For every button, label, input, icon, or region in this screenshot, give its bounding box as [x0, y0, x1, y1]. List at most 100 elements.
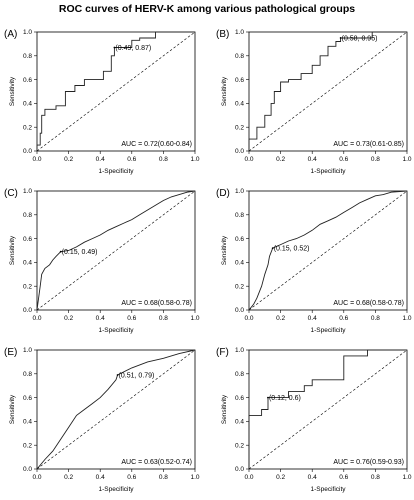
x-axis-label: 1-Specificity: [310, 486, 346, 493]
plot-frame: [36, 349, 196, 470]
panel-label: (B): [216, 29, 229, 40]
y-tick-label: 0.2: [235, 283, 244, 290]
x-tick-label: 0.8: [371, 474, 380, 481]
y-tick-label: 1.0: [235, 29, 244, 36]
x-tick-label: 1.0: [190, 315, 199, 322]
x-tick-label: 0.8: [159, 156, 168, 163]
x-tick-label: 1.0: [402, 156, 411, 163]
x-tick-label: 0.4: [96, 474, 105, 481]
panel-label: (D): [216, 188, 230, 199]
cutoff-point: [59, 250, 62, 253]
panel-label: (F): [216, 347, 229, 358]
plot-frame: [248, 31, 408, 152]
y-tick-label: 0.6: [23, 236, 32, 243]
roc-curve: [248, 190, 408, 311]
x-tick-label: 0.6: [339, 315, 348, 322]
y-tick-label: 0.6: [235, 395, 244, 402]
plot-frame: [36, 31, 196, 152]
roc-panel-2: (B) 0.0 0.2 0.4 0.6 0.8 1.0 0.0 0.2 0.4 0.6 0.8 1.0 1…: [216, 29, 412, 175]
y-tick-label: 0.8: [235, 53, 244, 60]
x-tick-label: 0.2: [276, 315, 285, 322]
y-tick-label: 0.2: [235, 124, 244, 131]
y-tick-label: 0.0: [235, 466, 244, 473]
chance-diagonal: [36, 190, 196, 311]
y-axis-label: Sensitivity: [9, 394, 16, 424]
y-tick-label: 1.0: [23, 188, 32, 195]
y-tick-label: 0.0: [235, 148, 244, 155]
cutoff-annotation: (0.58, 0.95): [342, 35, 378, 42]
panel-label: (E): [4, 347, 17, 358]
panel-label: (A): [4, 29, 17, 40]
plot-frame: [248, 190, 408, 311]
roc-panel-5: (E) 0.0 0.2 0.4 0.6 0.8 1.0 0.0 0.2 0.4 0.6 0.8 1.0 1…: [4, 347, 200, 493]
cutoff-annotation: (0.15, 0.49): [62, 249, 98, 256]
plot-frame: [36, 190, 196, 311]
y-tick-label: 0.4: [23, 101, 32, 108]
y-tick-label: 0.8: [235, 212, 244, 219]
x-tick-label: 0.8: [371, 315, 380, 322]
panels: (A) 0.0 0.2 0.4 0.6 0.8 1.0 0.0 0.2 0.4 0.6 0.8 1.0 1…: [4, 29, 412, 493]
y-tick-label: 0.0: [23, 148, 32, 155]
x-tick-label: 0.4: [308, 315, 317, 322]
y-tick-label: 0.4: [235, 260, 244, 267]
x-tick-label: 0.4: [308, 156, 317, 163]
y-axis-label: Sensitivity: [221, 76, 228, 106]
y-tick-label: 0.0: [23, 307, 32, 314]
y-tick-label: 0.6: [235, 77, 244, 84]
figure-title: ROC curves of HERV-K among various patho…: [59, 3, 355, 15]
y-tick-label: 0.6: [23, 77, 32, 84]
y-tick-label: 0.2: [23, 442, 32, 449]
auc-label: AUC = 0.73(0.61-0.85): [333, 141, 404, 148]
roc-curve: [248, 349, 407, 469]
x-tick-label: 0.6: [127, 156, 136, 163]
x-tick-label: 0.6: [127, 474, 136, 481]
roc-curve: [36, 31, 195, 151]
y-tick-label: 0.0: [235, 307, 244, 314]
roc-panel-4: (D) 0.0 0.2 0.4 0.6 0.8 1.0 0.0 0.2 0.4 0.6 0.8 1.0 1…: [216, 188, 412, 334]
x-axis-label: 1-Specificity: [310, 327, 346, 334]
x-tick-label: 0.6: [127, 315, 136, 322]
y-tick-label: 0.8: [23, 371, 32, 378]
auc-label: AUC = 0.68(0.58-0.78): [333, 300, 404, 307]
x-tick-label: 0.6: [339, 156, 348, 163]
y-tick-label: 0.8: [23, 212, 32, 219]
y-tick-label: 0.8: [235, 371, 244, 378]
cutoff-annotation: (0.15, 0.52): [274, 246, 310, 253]
roc-curve: [248, 31, 407, 151]
y-tick-label: 0.2: [23, 124, 32, 131]
x-tick-label: 0.8: [159, 474, 168, 481]
y-tick-label: 0.4: [23, 419, 32, 426]
x-tick-label: 0.4: [96, 156, 105, 163]
x-tick-label: 0.0: [32, 474, 41, 481]
x-tick-label: 0.2: [276, 474, 285, 481]
x-tick-label: 0.2: [276, 156, 285, 163]
y-tick-label: 1.0: [23, 29, 32, 36]
x-axis-label: 1-Specificity: [98, 486, 134, 493]
y-tick-label: 0.2: [235, 442, 244, 449]
chance-diagonal: [248, 349, 408, 470]
cutoff-point: [116, 374, 119, 376]
y-axis-label: Sensitivity: [9, 235, 16, 265]
panel-label: (C): [4, 188, 18, 199]
x-axis-label: 1-Specificity: [310, 168, 346, 175]
roc-curve: [36, 190, 196, 311]
x-axis-label: 1-Specificity: [98, 327, 134, 334]
y-tick-label: 0.6: [235, 236, 244, 243]
cutoff-annotation: (0.51, 0.79): [119, 372, 155, 379]
x-tick-label: 0.8: [159, 315, 168, 322]
cutoff-point: [113, 46, 116, 49]
x-tick-label: 0.2: [64, 474, 73, 481]
x-tick-label: 0.2: [64, 156, 73, 163]
cutoff-annotation: (0.12, 0.6): [269, 395, 301, 402]
auc-label: AUC = 0.72(0.60-0.84): [121, 141, 192, 148]
x-tick-label: 1.0: [402, 474, 411, 481]
chance-diagonal: [36, 31, 196, 152]
y-tick-label: 0.4: [235, 101, 244, 108]
roc-curve: [36, 349, 196, 470]
auc-label: AUC = 0.63(0.52-0.74): [121, 459, 192, 466]
x-tick-label: 0.4: [308, 474, 317, 481]
y-axis-label: Sensitivity: [9, 76, 16, 106]
plot-frame: [248, 349, 408, 470]
cutoff-point: [271, 247, 274, 250]
